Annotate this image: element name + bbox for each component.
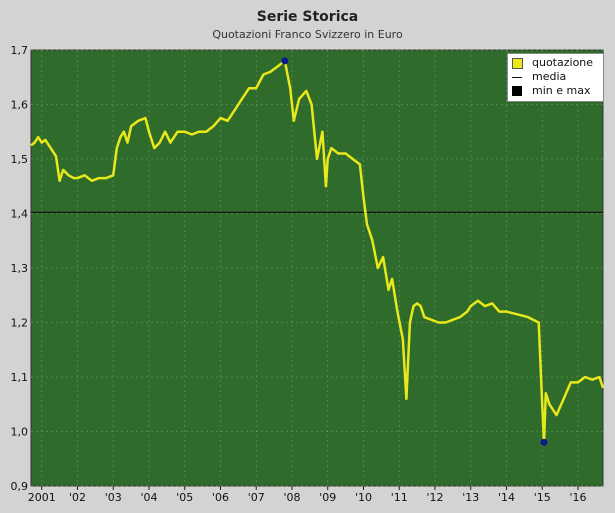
y-axis: 0,9 1,0 1,1 1,2 1,3 1,4 1,5 1,6 1,7	[11, 44, 29, 493]
x-axis: 2001 '02 '03 '04 '05 '06 '07 '08 '09 '10 '11 '12 '13…	[28, 486, 586, 504]
y-tick-label: 1,4	[11, 208, 29, 221]
x-tick-label: '09	[319, 491, 336, 504]
legend-label-media: media	[532, 70, 567, 83]
x-tick-label: '13	[462, 491, 479, 504]
min-point	[540, 438, 548, 446]
y-tick-label: 1,5	[11, 153, 29, 166]
legend-swatch-min-max	[512, 86, 522, 96]
grid-lines	[31, 49, 603, 487]
x-tick-label: 2001	[28, 491, 56, 504]
y-tick-label: 1,3	[11, 262, 29, 275]
y-tick-label: 1,1	[11, 371, 29, 384]
x-tick-label: '03	[105, 491, 122, 504]
x-tick-label: '07	[248, 491, 265, 504]
y-tick-label: 1,2	[11, 317, 29, 330]
x-tick-label: '08	[283, 491, 300, 504]
series-line-quotazione	[30, 59, 605, 444]
y-tick-label: 1,0	[11, 426, 29, 439]
legend-label-min-max: min e max	[532, 84, 591, 97]
chart-title: Serie Storica	[256, 9, 359, 25]
x-tick-label: '14	[498, 491, 515, 504]
legend-label-quotazione: quotazione	[532, 56, 594, 69]
x-tick-label: '10	[355, 491, 372, 504]
x-tick-label: '15	[534, 491, 551, 504]
max-point	[281, 57, 289, 65]
y-tick-label: 1,6	[11, 99, 29, 112]
x-tick-label: '11	[391, 491, 408, 504]
legend-swatch-quotazione	[512, 58, 523, 69]
x-tick-label: '06	[212, 491, 229, 504]
legend-swatch-media	[512, 77, 522, 78]
x-tick-label: '05	[176, 491, 193, 504]
y-tick-label: 0,9	[11, 480, 29, 493]
x-tick-label: '12	[426, 491, 443, 504]
x-tick-label: '16	[569, 491, 586, 504]
x-tick-label: '02	[69, 491, 86, 504]
x-tick-label: '04	[140, 491, 157, 504]
series-group	[30, 59, 605, 444]
legend: quotazione media min e max	[507, 53, 604, 102]
chart-subtitle: Quotazioni Franco Svizzero in Euro	[212, 28, 403, 41]
y-tick-label: 1,7	[11, 44, 29, 57]
